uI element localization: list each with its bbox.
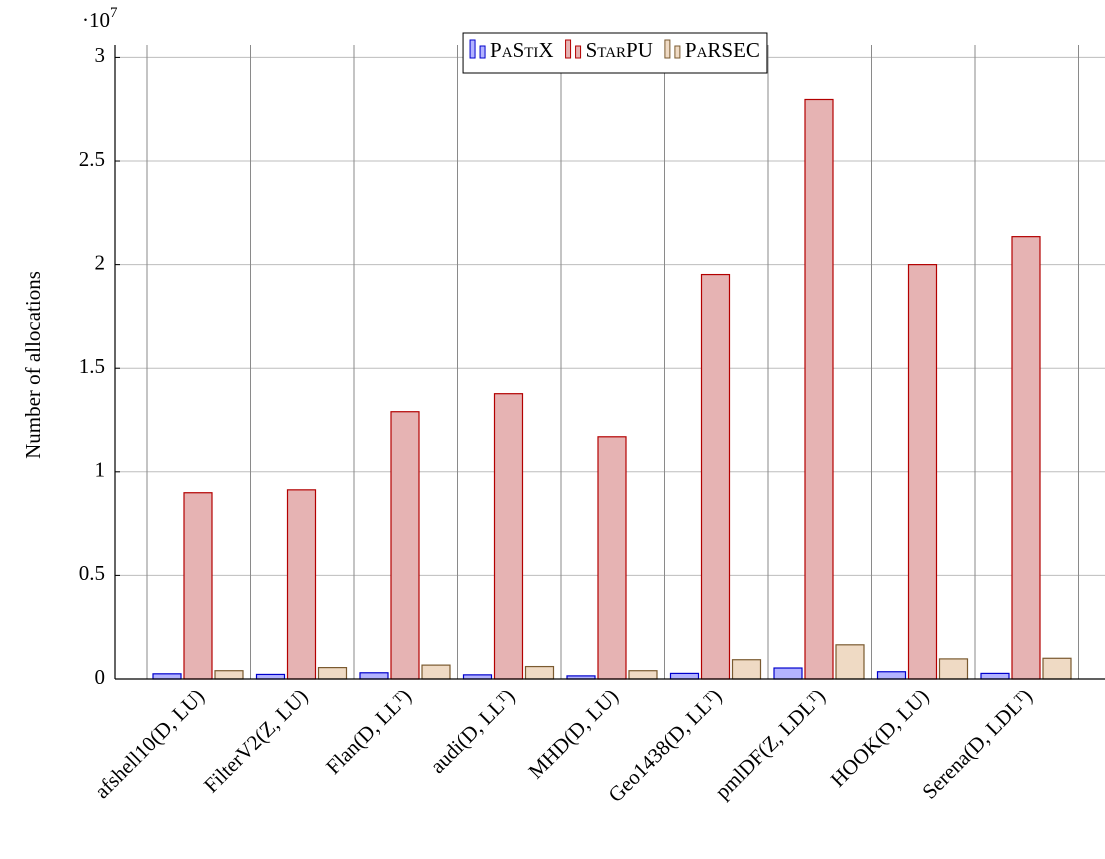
legend-swatch <box>479 45 486 59</box>
legend-label: PaRSEC <box>685 38 760 62</box>
bar <box>462 674 493 680</box>
x-tick-label: HOOK(D, LU) <box>826 684 934 792</box>
bar <box>731 659 762 680</box>
bar <box>152 673 182 680</box>
y-tick-label: 3 <box>95 43 106 67</box>
x-tick-label: pmlDF(Z, LDLᵀ) <box>710 684 830 804</box>
y-tick-label: 1 <box>95 458 106 482</box>
bar <box>493 393 524 680</box>
bar <box>1011 236 1041 680</box>
bar <box>628 670 658 680</box>
y-multiplier-base: ·10 <box>82 8 110 32</box>
bar <box>597 436 627 680</box>
x-tick-label: MHD(D, LU) <box>523 684 622 783</box>
y-tick-label: 0 <box>95 665 106 689</box>
x-tick-label: FilterV2(Z, LU) <box>199 684 312 797</box>
bar <box>773 667 803 680</box>
legend-label: StarPU <box>586 38 653 62</box>
legend-swatch <box>674 45 681 59</box>
y-multiplier: ·107 <box>82 5 118 31</box>
y-tick-label: 2 <box>95 250 106 274</box>
x-tick-label: Geo1438(D, LLᵀ) <box>603 684 726 807</box>
y-tick-label: 2.5 <box>79 147 105 171</box>
bar <box>669 672 700 680</box>
bar <box>1042 657 1072 680</box>
bar <box>183 492 213 680</box>
bar <box>700 273 731 680</box>
legend-swatch <box>565 39 572 59</box>
legend-swatch <box>469 39 476 59</box>
legend-swatch <box>664 39 671 59</box>
legend-swatch <box>575 45 582 59</box>
bar <box>390 411 420 680</box>
bar <box>938 658 969 680</box>
y-multiplier-exp: 7 <box>110 5 118 21</box>
bar <box>317 667 348 680</box>
legend-label: PaStiX <box>490 38 554 62</box>
legend-box <box>462 32 768 74</box>
bar <box>907 264 938 680</box>
x-tick-label: afshell10(D, LU) <box>90 684 209 803</box>
bar <box>876 671 907 680</box>
bar <box>804 98 834 680</box>
bar <box>255 673 286 680</box>
x-tick-label: audi(D, LLᵀ) <box>425 684 519 778</box>
bar <box>524 665 555 680</box>
legend: PaStiX StarPU PaRSEC <box>462 32 768 74</box>
y-tick-label: 1.5 <box>79 354 105 378</box>
bar <box>286 489 317 680</box>
x-tick-label: Serena(D, LDLᵀ) <box>917 684 1037 804</box>
x-tick-label: Flan(D, LLᵀ) <box>321 684 416 779</box>
bar <box>359 672 389 680</box>
bar <box>980 672 1010 680</box>
y-axis-label: Number of allocations <box>21 271 45 459</box>
bar <box>421 664 451 680</box>
y-tick-label: 0.5 <box>79 561 105 585</box>
bar <box>214 670 244 680</box>
bar <box>835 644 865 680</box>
